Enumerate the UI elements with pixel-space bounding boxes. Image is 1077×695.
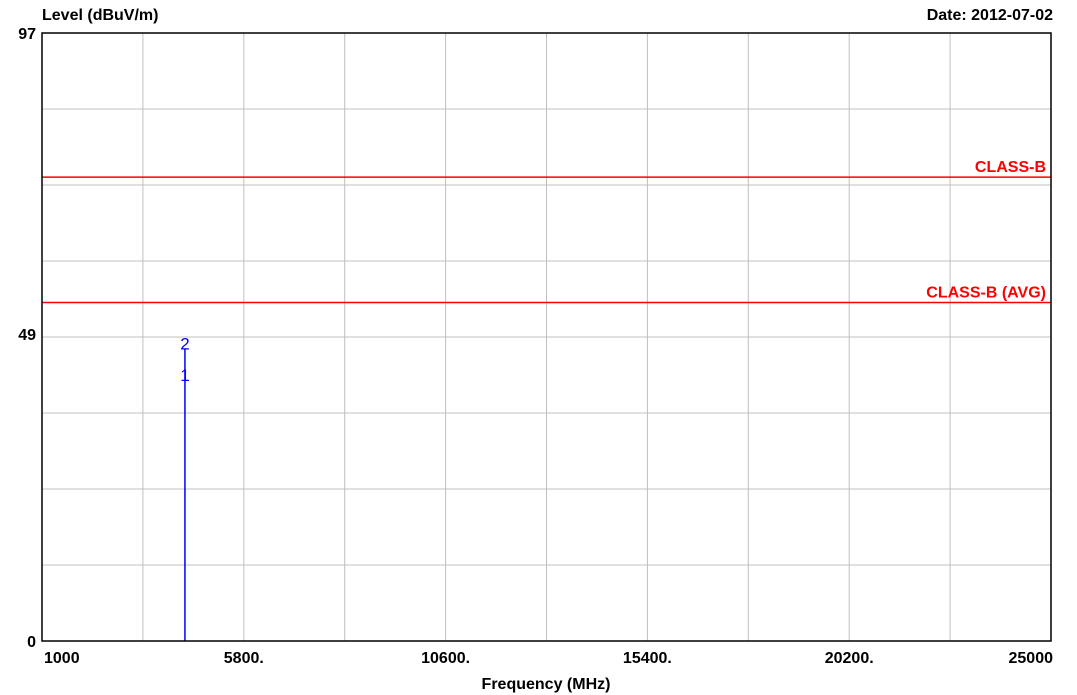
y-axis-label: Level (dBuV/m) (42, 7, 158, 24)
x-tick-label: 5800. (224, 650, 264, 667)
x-tick-label: 20200. (825, 650, 874, 667)
limit-line-label: CLASS-B (AVG) (926, 285, 1046, 302)
date-label: Date: 2012-07-02 (927, 7, 1053, 24)
x-tick-labels: 1000 5800. 10600. 15400. 20200. 25000 (44, 650, 1053, 667)
limit-lines: CLASS-B CLASS-B (AVG) (42, 159, 1051, 304)
y-tick-label: 49 (18, 327, 36, 344)
marker-label: 2 (180, 335, 189, 354)
y-tick-label: 0 (27, 634, 36, 651)
data-series: 12 (180, 335, 190, 641)
y-tick-label: 97 (18, 26, 36, 43)
x-tick-label: 10600. (421, 650, 470, 667)
x-tick-label: 15400. (623, 650, 672, 667)
plot-frame (41, 32, 1052, 642)
grid (42, 33, 1051, 641)
limit-line-label: CLASS-B (975, 159, 1046, 176)
x-tick-label: 1000 (44, 650, 80, 667)
y-tick-labels: 0 49 97 (18, 26, 36, 651)
x-tick-label: 25000 (1009, 650, 1054, 667)
marker-label: 1 (180, 366, 189, 385)
x-axis-label: Frequency (MHz) (482, 676, 611, 693)
